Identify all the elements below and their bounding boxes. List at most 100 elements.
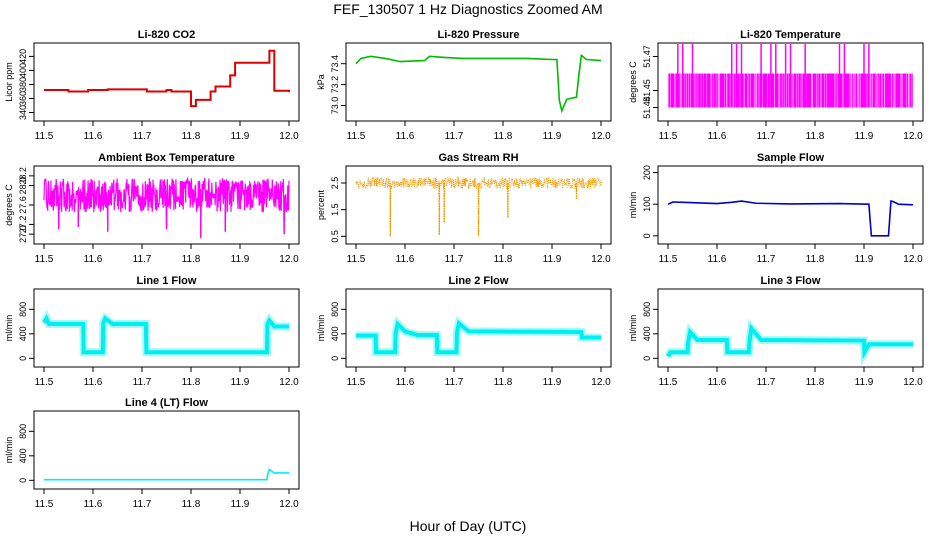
plot-frame (33, 410, 300, 490)
x-tick-label: 11.6 (396, 377, 415, 388)
x-tick-label: 11.9 (231, 254, 250, 265)
panel-2: Li-820 Pressure 11.5 11.6 11.7 11.8 11.9 12.0 7… (316, 29, 612, 142)
y-tick-label: 800 (642, 302, 652, 317)
y-tick-label: 380 (18, 77, 28, 92)
y-axis-label: degrees C (4, 184, 14, 226)
panel-title: Li-820 CO2 (138, 29, 195, 41)
y-tick-label: 420 (18, 49, 28, 64)
series-line (44, 467, 289, 481)
x-tick-label: 11.8 (182, 254, 201, 265)
series-line (666, 323, 913, 360)
y-axis-label: ml/min (628, 315, 638, 342)
panel-4: Ambient Box Temperature 11.5 11.6 11.7 11.8 1… (4, 152, 300, 265)
plot-area (664, 318, 913, 366)
y-axis-label: percent (316, 189, 326, 220)
plot-area (355, 53, 602, 114)
x-tick-label: 11.5 (35, 499, 54, 510)
plot-area (40, 309, 289, 357)
x-tick-label: 11.7 (445, 131, 464, 142)
panel-title: Line 3 Flow (761, 275, 821, 287)
y-tick-label: 400 (18, 326, 28, 341)
panel-9: Line 3 Flow 11.5 11.6 11.7 11.8 11.9 12.0 0 400 8… (628, 275, 924, 388)
x-tick-label: 12.0 (279, 254, 299, 265)
x-tick-label: 11.9 (855, 131, 874, 142)
y-tick-label: 73.4 (330, 55, 340, 73)
x-tick-label: 11.6 (84, 254, 103, 265)
x-tick-label: 11.9 (855, 377, 874, 388)
y-tick-label: 2.5 (330, 177, 340, 190)
x-tick-label: 11.7 (133, 131, 152, 142)
x-tick-label: 11.6 (708, 377, 727, 388)
panel-title: Li-820 Temperature (740, 29, 841, 41)
series-noise (40, 309, 289, 357)
x-tick-label: 12.0 (279, 377, 299, 388)
x-tick-label: 11.5 (35, 377, 54, 388)
x-tick-label: 11.9 (231, 499, 250, 510)
x-tick-label: 11.6 (84, 377, 103, 388)
x-tick-label: 11.7 (445, 377, 464, 388)
y-tick-label: 51.45 (642, 79, 652, 102)
x-tick-label: 12.0 (903, 254, 923, 265)
panel-title: Gas Stream RH (438, 152, 518, 164)
panel-title: Line 1 Flow (137, 275, 197, 287)
y-tick-label: 1.5 (330, 203, 340, 216)
y-axis-label: ml/min (4, 437, 14, 464)
x-tick-label: 11.5 (659, 377, 678, 388)
panel-5: Gas Stream RH 11.5 11.6 11.7 11.8 11.9 12.0 0.5… (316, 152, 612, 265)
x-tick-label: 11.5 (347, 254, 366, 265)
y-tick-label: 0 (18, 356, 28, 361)
x-tick-label: 11.8 (494, 131, 513, 142)
plot-area (668, 44, 913, 108)
x-tick-label: 11.8 (806, 131, 825, 142)
panel-10: Line 4 (LT) Flow 11.5 11.6 11.7 11.8 11.9 12.0… (4, 397, 300, 510)
plot-area (43, 176, 290, 239)
x-tick-label: 11.6 (396, 131, 415, 142)
y-tick-label: 51.44 (642, 96, 652, 119)
x-tick-label: 11.7 (757, 254, 776, 265)
x-tick-label: 11.5 (347, 131, 366, 142)
series-line (355, 53, 602, 114)
y-axis-label: degrees C (628, 61, 638, 103)
plot-frame (657, 42, 924, 122)
y-tick-label: 51.47 (642, 45, 652, 68)
y-tick-label: 73.2 (330, 76, 340, 94)
x-tick-label: 11.7 (133, 377, 152, 388)
y-tick-label: 100 (642, 197, 652, 212)
y-tick-label: 400 (330, 326, 340, 341)
y-tick-label: 360 (18, 91, 28, 106)
panel-title: Sample Flow (757, 152, 825, 164)
plot-area (356, 315, 601, 357)
plot-frame (345, 42, 612, 122)
x-tick-label: 11.9 (231, 377, 250, 388)
plot-area (44, 49, 290, 108)
x-tick-label: 11.6 (84, 131, 103, 142)
panel-7: Line 1 Flow 11.5 11.6 11.7 11.8 11.9 12.0 0 400 8… (4, 275, 300, 388)
panel-title: Li-820 Pressure (438, 29, 520, 41)
y-axis-label: ml/min (4, 315, 14, 342)
x-tick-label: 12.0 (591, 377, 611, 388)
series-line (356, 319, 601, 355)
x-tick-label: 11.8 (494, 377, 513, 388)
y-tick-label: 0 (18, 478, 28, 483)
x-tick-label: 11.8 (182, 377, 201, 388)
y-tick-label: 27.2 (18, 216, 28, 234)
panel-title: Ambient Box Temperature (98, 152, 235, 164)
y-tick-label: 0.5 (330, 230, 340, 243)
x-tick-label: 11.5 (659, 254, 678, 265)
plot-frame (345, 165, 612, 245)
x-tick-label: 11.6 (396, 254, 415, 265)
y-tick-label: 800 (18, 424, 28, 439)
y-tick-label: 400 (18, 63, 28, 78)
x-tick-label: 11.7 (133, 499, 152, 510)
figure-title: FEF_130507 1 Hz Diagnostics Zoomed AM (333, 1, 603, 17)
y-axis-label: kPa (316, 74, 326, 90)
panel-title: Line 2 Flow (449, 275, 509, 287)
y-tick-label: 27.6 (18, 196, 28, 214)
plot-frame (345, 288, 612, 368)
y-tick-label: 800 (330, 302, 340, 317)
x-tick-label: 11.9 (543, 377, 562, 388)
y-tick-label: 27.0 (18, 225, 28, 243)
panel-8: Line 2 Flow 11.5 11.6 11.7 11.8 11.9 12.0 0 400 8… (316, 275, 612, 388)
x-tick-label: 11.5 (347, 377, 366, 388)
